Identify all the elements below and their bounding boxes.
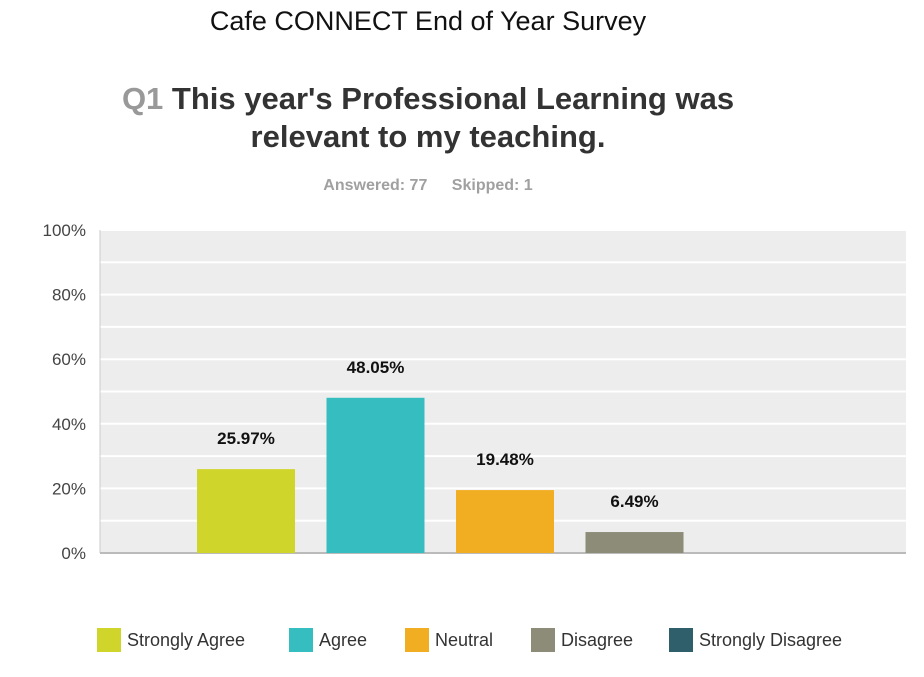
data-label: 6.49%	[610, 492, 658, 511]
survey-title: Cafe CONNECT End of Year Survey	[209, 6, 647, 36]
data-label: 19.48%	[476, 450, 534, 469]
skipped-count: Skipped: 1	[451, 177, 533, 194]
question-text-line-2: relevant to my teaching.	[250, 119, 606, 154]
question-text-line-1: This year's Professional Learning was	[171, 81, 735, 116]
y-tick-label: 80%	[52, 286, 86, 305]
data-label: 48.05%	[347, 358, 405, 377]
y-tick-label: 100%	[43, 221, 86, 240]
legend-swatch	[669, 628, 693, 652]
y-tick-label: 40%	[52, 415, 86, 434]
bar-disagree	[585, 532, 684, 553]
legend-item: Neutral	[405, 628, 493, 652]
legend-swatch	[405, 628, 429, 652]
legend-label: Neutral	[435, 629, 494, 650]
legend-label: Agree	[319, 629, 368, 650]
bar-neutral	[456, 490, 554, 553]
answered-count: Answered: 77	[323, 177, 428, 194]
bar-strongly-agree	[197, 469, 295, 553]
y-tick-label: 20%	[52, 479, 86, 498]
response-stats: Answered: 77 Skipped: 1	[0, 177, 856, 195]
legend-label: Strongly Disagree	[699, 629, 843, 650]
legend-item: Disagree	[531, 628, 633, 652]
legend-item: Strongly Agree	[97, 628, 245, 652]
legend-swatch	[289, 628, 313, 652]
legend-label: Strongly Agree	[127, 629, 246, 650]
question-title: Q1 This year's Professional Learning was…	[0, 80, 856, 156]
question-number: Q1	[121, 81, 164, 116]
bar-agree	[326, 397, 425, 553]
legend-swatch	[531, 628, 555, 652]
legend-swatch	[97, 628, 121, 652]
question-line-1: Q1 This year's Professional Learning was	[0, 80, 856, 118]
legend-item: Strongly Disagree	[669, 628, 842, 652]
legend-label: Disagree	[561, 629, 634, 650]
y-tick-label: 0%	[61, 544, 86, 563]
chart-legend: Strongly Agree Agree Neutral Disagree Strong…	[0, 628, 924, 658]
y-tick-label: 60%	[52, 350, 86, 369]
bar-chart: 0% 20% 40% 60% 80% 100% 25.97% 48.05% 19.48% 6.49…	[43, 221, 906, 563]
legend-item: Agree	[289, 628, 367, 652]
data-label: 25.97%	[217, 429, 275, 448]
